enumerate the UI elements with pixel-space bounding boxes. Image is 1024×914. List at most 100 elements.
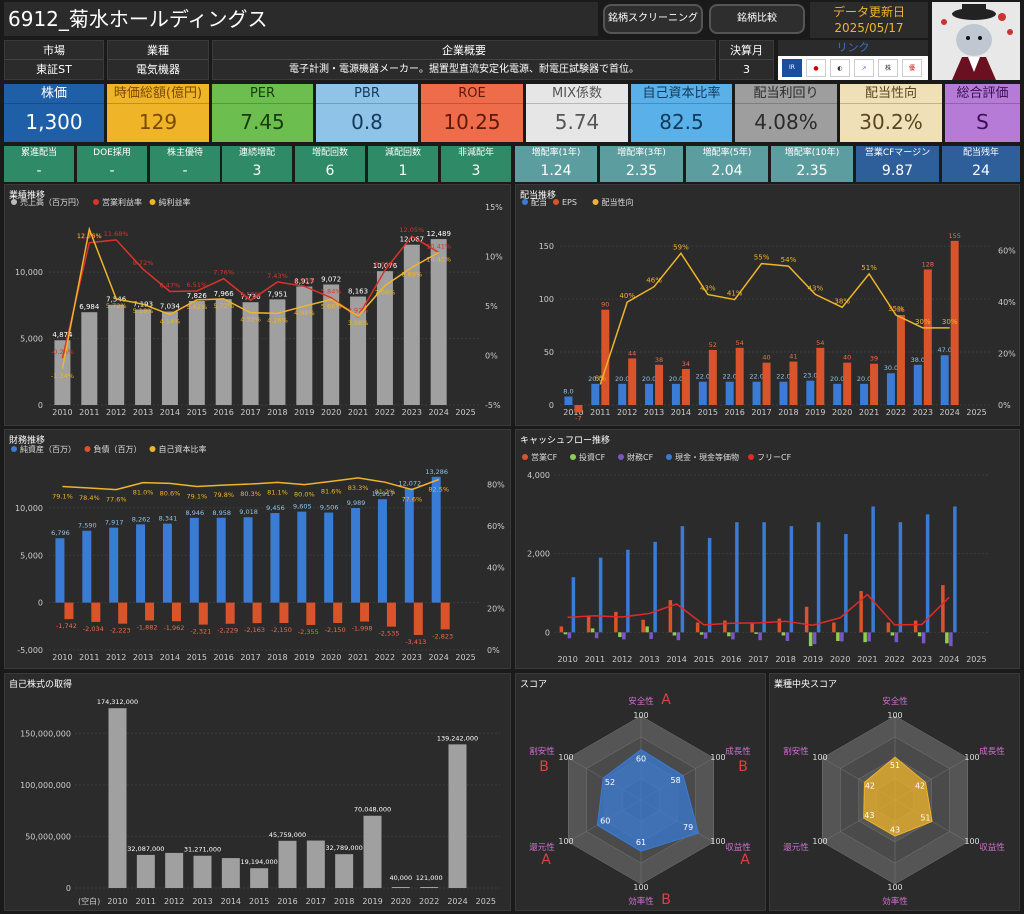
data-label: 45,759,000 (269, 831, 306, 839)
bar (193, 855, 212, 888)
cashflow-panel: キャッシュフロー推移 営業CF 投資CF 財務CF 現金・現金等価物 フリーCF 0 2,0… (515, 429, 1020, 669)
data-label: 5.66% (321, 302, 342, 310)
ir-link-icon[interactable]: IR (782, 59, 802, 77)
bar (363, 815, 382, 888)
bar (708, 349, 717, 405)
data-label: 5.18% (133, 307, 154, 315)
data-label: 7.06% (375, 289, 396, 297)
bar (681, 369, 690, 405)
data-label: 8.61% (375, 260, 396, 268)
shikiho-link-icon[interactable]: ◐ (830, 59, 850, 77)
x-tick: 2025 (455, 408, 475, 417)
bar (672, 632, 677, 636)
data-label: 19,194,000 (241, 858, 278, 866)
x-tick: 2012 (164, 897, 184, 906)
bar (82, 530, 92, 603)
kpi-label: 自己資本比率 (631, 84, 732, 104)
growth-tile: 増配率(1年) 1.24 (515, 146, 597, 182)
data-label: 9,456 (266, 504, 285, 512)
stock-compare-button[interactable]: 銘柄比較 (709, 4, 805, 34)
bar (649, 632, 653, 640)
data-label: 32,087,000 (127, 845, 164, 853)
industry-cell: 業種 電気機器 (107, 40, 209, 80)
minkabu-link-icon[interactable]: 株 (878, 59, 898, 77)
radar-max: 100 (964, 837, 979, 846)
data-label: 12.05% (399, 226, 424, 234)
bar (923, 269, 932, 405)
chart-link-icon[interactable]: ↗ (854, 59, 874, 77)
bar (252, 602, 262, 624)
bar (833, 383, 842, 405)
stock-screening-button[interactable]: 銘柄スクリーニング (603, 4, 703, 34)
x-tick: 2018 (334, 897, 354, 906)
stat-value: - (109, 163, 115, 179)
x-tick: 2019 (294, 408, 314, 417)
data-label: -1.34% (51, 372, 74, 380)
data-label: 8,917 (294, 278, 314, 286)
y-tick: 0 (66, 884, 71, 893)
legend-label: 営業CF (531, 452, 558, 462)
data-label: 13,286 (425, 468, 448, 476)
bar (351, 507, 361, 603)
kpi-label: MIX係数 (526, 84, 628, 104)
data-label: -2,150 (325, 626, 346, 634)
x-tick: (空白) (78, 896, 100, 906)
yutai-link-icon[interactable]: 優 (902, 59, 922, 77)
kpi-value: 82.5 (659, 110, 704, 134)
data-label: 55% (754, 254, 770, 262)
stat-value: - (182, 163, 188, 179)
data-label: -1,962 (163, 624, 184, 632)
legend-label: 純資産（百万） (20, 444, 76, 454)
kpi-value: 1,300 (25, 110, 83, 134)
bar (735, 347, 744, 405)
bar (118, 602, 128, 624)
radar-axis-label: 還元性 (783, 842, 809, 853)
radar-value: 60 (636, 755, 646, 764)
data-label: 4.14% (160, 318, 181, 326)
dividend-chart: 配当 EPS 配当性向 0 50 100 150 0% 20% 40% 60% 2010 8.0 -7 20… (522, 197, 1016, 422)
growth-value: 2.04 (711, 163, 743, 179)
series-line (62, 477, 439, 491)
bar (777, 618, 782, 633)
data-label: 20.0 (857, 375, 871, 383)
data-label: 4.32% (240, 316, 261, 324)
x-tick: 2024 (939, 655, 959, 664)
bar (189, 517, 199, 603)
kabutan-link-icon[interactable]: ● (806, 59, 826, 77)
kpi-tile: ROE 10.25 (421, 84, 523, 142)
x-tick: 2019 (294, 653, 314, 662)
series-line (61, 235, 440, 359)
bar (758, 632, 762, 641)
x-tick: 2015 (694, 655, 714, 664)
data-label: 43% (700, 284, 716, 292)
x-tick: 2015 (187, 408, 207, 417)
y-tick: 150 (539, 242, 554, 251)
growth-value: 24 (972, 163, 990, 179)
stat-tile: 累進配当 - (4, 146, 74, 182)
y-tick: 5,000 (20, 335, 43, 344)
link-box: リンク IR ● ◐ ↗ 株 優 (778, 40, 928, 80)
x-tick: 2010 (107, 897, 127, 906)
stat-value: 3 (252, 163, 262, 179)
bar (614, 611, 618, 633)
data-label: 79.1% (186, 493, 207, 501)
legend-marker (748, 454, 754, 460)
bar (676, 632, 681, 641)
y2-tick: 15% (485, 203, 503, 212)
data-label: 10.41% (426, 255, 451, 263)
x-tick: 2023 (913, 408, 933, 417)
x-tick: 2016 (721, 655, 741, 664)
radar-value: 42 (865, 782, 875, 791)
data-label: 8,958 (212, 509, 231, 517)
x-tick: 2024 (429, 653, 449, 662)
bar (668, 600, 673, 633)
bar (108, 708, 127, 888)
growth-label: 増配率(10年) (784, 148, 840, 158)
grade-label: A (740, 852, 750, 868)
data-label: 35% (888, 305, 904, 313)
radar-axis-label: 成長性 (979, 746, 1005, 757)
x-tick: 2024 (429, 408, 449, 417)
x-tick: 2010 (557, 655, 577, 664)
data-label: 79.1% (52, 493, 73, 501)
radar-value: 79 (683, 823, 693, 832)
